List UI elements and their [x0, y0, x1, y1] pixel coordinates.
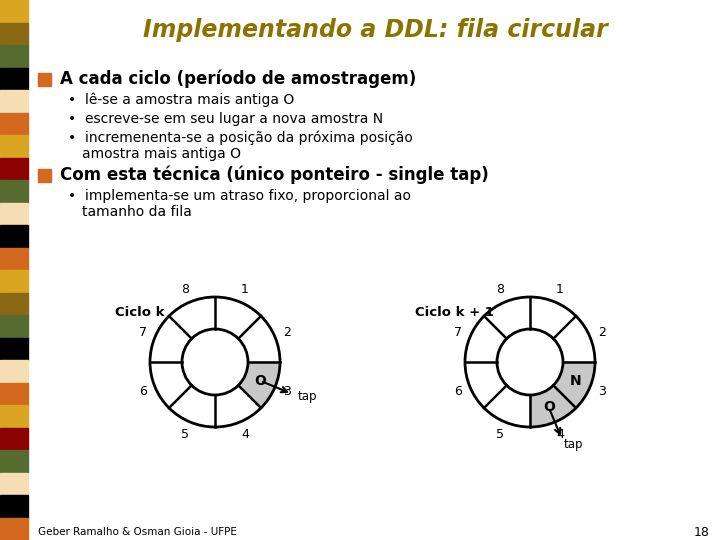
Text: •  incremenenta-se a posição da próxima posição: • incremenenta-se a posição da próxima p… [68, 131, 413, 145]
Text: Com esta técnica (único ponteiro - single tap): Com esta técnica (único ponteiro - singl… [60, 166, 489, 184]
Text: 2: 2 [283, 326, 291, 339]
Bar [0, 135, 28, 158]
Bar [0, 495, 28, 517]
Text: tamanho da fila: tamanho da fila [82, 205, 192, 219]
Bar [0, 517, 28, 540]
Text: 8: 8 [181, 284, 189, 296]
Text: 4: 4 [556, 428, 564, 441]
Circle shape [465, 297, 595, 427]
Text: tap: tap [297, 389, 317, 402]
Polygon shape [554, 362, 595, 408]
Bar [0, 315, 28, 338]
Text: 6: 6 [454, 386, 462, 399]
Bar [0, 90, 28, 112]
Bar [0, 158, 28, 180]
Text: •  escreve-se em seu lugar a nova amostra N: • escreve-se em seu lugar a nova amostra… [68, 112, 383, 126]
Circle shape [497, 329, 563, 395]
Text: 1: 1 [241, 284, 249, 296]
Text: Ciclo k + 1: Ciclo k + 1 [415, 306, 494, 319]
Bar [0, 405, 28, 428]
Text: N: N [570, 374, 581, 388]
Text: 7: 7 [454, 326, 462, 339]
Text: A cada ciclo (período de amostragem): A cada ciclo (período de amostragem) [60, 70, 416, 88]
Bar [0, 202, 28, 225]
Circle shape [182, 329, 248, 395]
Text: 5: 5 [181, 428, 189, 441]
Bar [0, 0, 28, 23]
Bar [0, 270, 28, 293]
Text: 4: 4 [241, 428, 249, 441]
Text: 18: 18 [694, 525, 710, 538]
Text: 7: 7 [139, 326, 147, 339]
Text: 6: 6 [139, 386, 147, 399]
Text: Ciclo k: Ciclo k [115, 306, 164, 319]
Bar [0, 225, 28, 247]
Text: amostra mais antiga O: amostra mais antiga O [82, 147, 241, 161]
Text: O: O [543, 400, 554, 414]
Bar [0, 293, 28, 315]
Bar [0, 180, 28, 202]
Bar [0, 472, 28, 495]
Text: 3: 3 [598, 386, 606, 399]
Bar [0, 382, 28, 405]
Bar [0, 112, 28, 135]
Text: 1: 1 [556, 284, 564, 296]
Bar [38, 169, 51, 182]
Text: Implementando a DDL: fila circular: Implementando a DDL: fila circular [143, 18, 608, 42]
Bar [0, 338, 28, 360]
Polygon shape [530, 386, 576, 427]
Bar [0, 23, 28, 45]
Text: 3: 3 [283, 386, 291, 399]
Bar [38, 73, 51, 86]
Polygon shape [238, 362, 280, 408]
Text: Geber Ramalho & Osman Gioia - UFPE: Geber Ramalho & Osman Gioia - UFPE [38, 527, 237, 537]
Bar [0, 428, 28, 450]
Circle shape [150, 297, 280, 427]
Bar [0, 450, 28, 472]
Text: •  implementa-se um atraso fixo, proporcional ao: • implementa-se um atraso fixo, proporci… [68, 189, 411, 203]
Text: 2: 2 [598, 326, 606, 339]
Bar [0, 45, 28, 68]
Text: •  lê-se a amostra mais antiga O: • lê-se a amostra mais antiga O [68, 93, 294, 107]
Bar [0, 68, 28, 90]
Text: 5: 5 [496, 428, 504, 441]
Bar [0, 247, 28, 270]
Text: 8: 8 [496, 284, 504, 296]
Bar [0, 360, 28, 382]
Text: O: O [254, 374, 266, 388]
Text: tap: tap [564, 438, 583, 451]
